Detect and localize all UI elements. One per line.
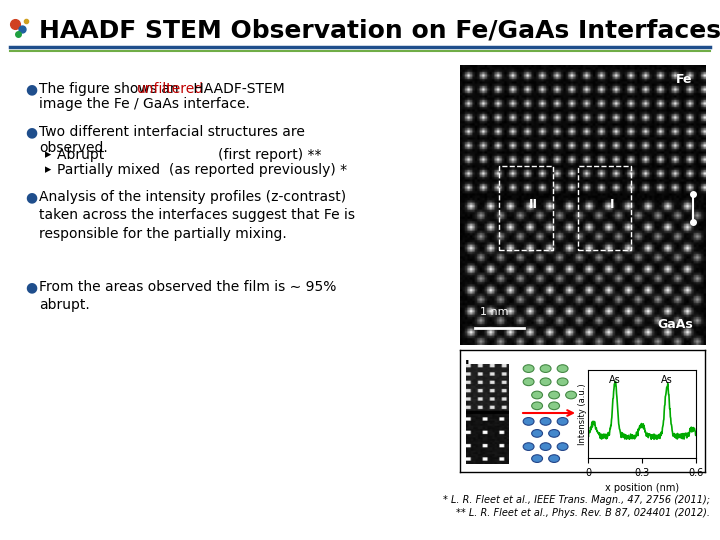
Circle shape (523, 417, 534, 425)
Text: image the Fe / GaAs interface.: image the Fe / GaAs interface. (39, 97, 250, 111)
Circle shape (531, 429, 543, 437)
Circle shape (523, 378, 534, 386)
Circle shape (557, 378, 568, 386)
Circle shape (540, 378, 551, 386)
Text: ●: ● (25, 280, 37, 294)
Bar (577, 166, 631, 250)
Text: As: As (609, 375, 621, 386)
Text: ●: ● (25, 125, 37, 139)
Text: Partially mixed  (as reported previously) *: Partially mixed (as reported previously)… (57, 163, 347, 177)
Text: I: I (465, 359, 469, 372)
Circle shape (523, 364, 534, 373)
Text: GaAs: GaAs (657, 318, 693, 331)
Circle shape (540, 364, 551, 373)
Circle shape (523, 443, 534, 450)
Text: I: I (610, 199, 614, 212)
Text: HAADF STEM Observation on Fe/GaAs Interfaces: HAADF STEM Observation on Fe/GaAs Interf… (39, 18, 720, 42)
Text: ●: ● (25, 190, 37, 204)
Text: From the areas observed the film is ∼ 95%
abrupt.: From the areas observed the film is ∼ 95… (39, 280, 336, 313)
Text: 1 nm: 1 nm (480, 307, 508, 317)
Text: unfiltered: unfiltered (137, 82, 204, 96)
X-axis label: x position (nm): x position (nm) (605, 483, 679, 493)
Circle shape (566, 391, 577, 399)
Circle shape (549, 391, 559, 399)
Bar (499, 166, 553, 250)
Circle shape (557, 443, 568, 450)
Y-axis label: Intensity (a.u.): Intensity (a.u.) (577, 383, 587, 445)
Circle shape (540, 417, 551, 425)
Text: HAADF-STEM: HAADF-STEM (189, 82, 284, 96)
Text: Fe: Fe (676, 73, 693, 86)
Circle shape (540, 443, 551, 450)
Text: ▸: ▸ (45, 163, 51, 176)
Text: As: As (662, 375, 673, 386)
Text: * L. R. Fleet et al., IEEE Trans. Magn., 47, 2756 (2011);: * L. R. Fleet et al., IEEE Trans. Magn.,… (443, 495, 710, 505)
Circle shape (531, 455, 543, 462)
Text: ▸: ▸ (45, 148, 51, 161)
Text: Two different interfacial structures are
observed.: Two different interfacial structures are… (39, 125, 305, 155)
Circle shape (557, 417, 568, 425)
Text: The figure shows an: The figure shows an (39, 82, 183, 96)
Circle shape (549, 402, 559, 410)
Text: ●: ● (25, 82, 37, 96)
Circle shape (531, 402, 543, 410)
Circle shape (531, 391, 543, 399)
Text: Abrupt                          (first report) **: Abrupt (first report) ** (57, 148, 322, 162)
Text: II: II (529, 199, 538, 212)
Circle shape (549, 455, 559, 462)
Text: ** L. R. Fleet et al., Phys. Rev. B 87, 024401 (2012).: ** L. R. Fleet et al., Phys. Rev. B 87, … (456, 508, 710, 518)
Text: Analysis of the intensity profiles (z-contrast)
taken across the interfaces sugg: Analysis of the intensity profiles (z-co… (39, 190, 355, 241)
Circle shape (557, 364, 568, 373)
Circle shape (549, 429, 559, 437)
